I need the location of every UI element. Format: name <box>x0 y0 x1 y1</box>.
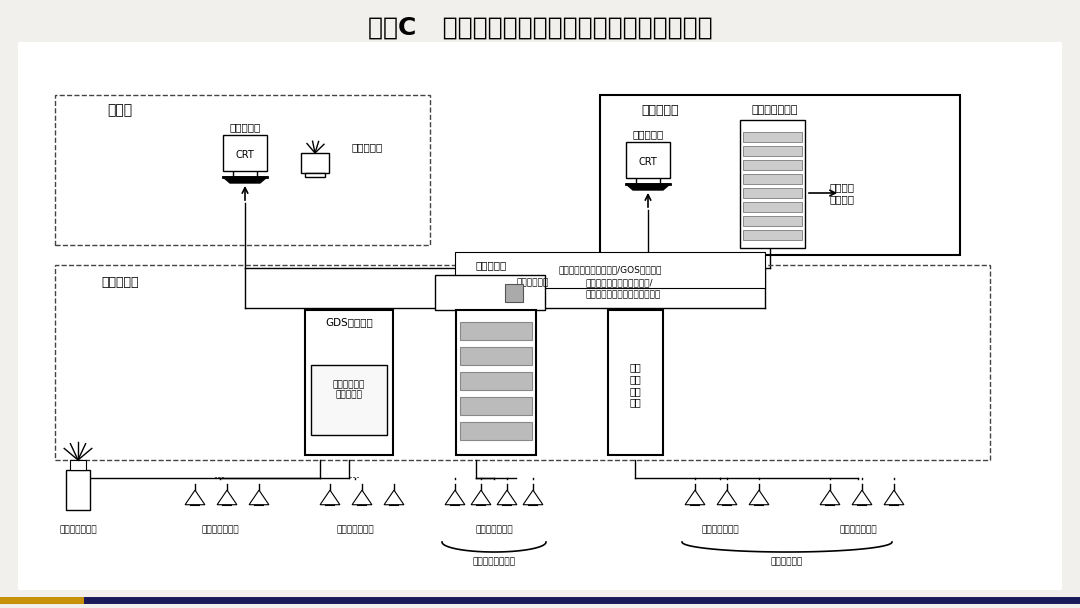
Bar <box>743 202 802 212</box>
Text: 安全
仪表
系统
机柜: 安全 仪表 系统 机柜 <box>630 362 640 407</box>
Bar <box>743 230 802 240</box>
Bar <box>626 142 670 178</box>
Text: 有毒气体探测器: 有毒气体探测器 <box>839 525 877 534</box>
Bar <box>743 174 802 184</box>
Bar <box>608 310 663 455</box>
Bar <box>301 153 329 173</box>
Polygon shape <box>222 177 267 183</box>
Bar <box>460 347 532 365</box>
Polygon shape <box>320 490 340 505</box>
Bar <box>743 216 802 226</box>
Text: 程控交换机: 程控交换机 <box>475 260 507 270</box>
Text: 显示操作站: 显示操作站 <box>633 129 663 139</box>
Polygon shape <box>523 490 543 505</box>
Polygon shape <box>249 490 269 505</box>
Bar <box>460 422 532 440</box>
Text: 安全联锁信号: 安全联锁信号 <box>771 558 804 567</box>
Polygon shape <box>685 490 705 505</box>
Text: 可燃气体探测器: 可燃气体探测器 <box>475 525 513 534</box>
Text: 现场机柜室: 现场机柜室 <box>102 277 138 289</box>
Text: 可燃气体探测器: 可燃气体探测器 <box>701 525 739 534</box>
Polygon shape <box>626 184 670 190</box>
Bar <box>435 275 545 310</box>
Text: CRT: CRT <box>638 157 658 167</box>
Bar <box>455 252 765 288</box>
Text: 专用可燃气体报警控制故障信号: 专用可燃气体报警控制故障信号 <box>585 291 660 300</box>
Polygon shape <box>185 490 205 505</box>
Bar <box>460 322 532 340</box>
Polygon shape <box>352 490 372 505</box>
Polygon shape <box>820 490 840 505</box>
Text: 可燃气体第二级报警信号/GOS报警控制: 可燃气体第二级报警信号/GOS报警控制 <box>558 266 662 274</box>
Bar <box>600 95 960 255</box>
Bar <box>460 372 532 390</box>
Text: 消防控制室: 消防控制室 <box>642 103 678 117</box>
Bar <box>70 460 86 470</box>
Text: 现场区域警报器: 现场区域警报器 <box>59 525 97 534</box>
Bar <box>743 146 802 156</box>
Polygon shape <box>445 490 464 505</box>
Text: 显示操作站: 显示操作站 <box>229 122 260 132</box>
Bar <box>311 365 387 435</box>
Bar <box>222 135 267 171</box>
Text: 控制室: 控制室 <box>107 103 133 117</box>
Polygon shape <box>471 490 491 505</box>
Polygon shape <box>852 490 872 505</box>
Bar <box>305 173 325 177</box>
Polygon shape <box>384 490 404 505</box>
Text: GDS系统机柜: GDS系统机柜 <box>325 317 373 327</box>
Text: ...: ... <box>349 469 361 482</box>
Text: 消防联动
控制信号: 消防联动 控制信号 <box>831 182 855 204</box>
Text: 附录C   可燃气体和有毒气体检测报警系统配置图: 附录C 可燃气体和有毒气体检测报警系统配置图 <box>367 16 713 40</box>
Bar <box>740 120 805 248</box>
Text: ...: ... <box>214 469 226 482</box>
Polygon shape <box>885 490 904 505</box>
Bar <box>743 132 802 142</box>
Bar <box>456 310 536 455</box>
Bar <box>743 160 802 170</box>
Text: 专用可燃气体
报警控制器: 专用可燃气体 报警控制器 <box>333 380 365 399</box>
Text: CRT: CRT <box>235 150 255 160</box>
Text: 声光警报器: 声光警报器 <box>351 142 382 152</box>
Text: 单元故障信号: 单元故障信号 <box>517 278 549 288</box>
Text: 可燃气体探测器: 可燃气体探测器 <box>201 525 239 534</box>
Text: 可燃气体消防联动报警信号/: 可燃气体消防联动报警信号/ <box>585 278 652 288</box>
Bar <box>505 284 523 302</box>
Bar <box>305 310 393 455</box>
Bar <box>743 188 802 198</box>
Text: 有毒气体探测器: 有毒气体探测器 <box>336 525 374 534</box>
Text: 消防联动报警信号: 消防联动报警信号 <box>473 558 515 567</box>
Bar <box>66 470 90 510</box>
Text: 火灾报警控制器: 火灾报警控制器 <box>752 105 798 115</box>
Bar <box>55 265 990 460</box>
Polygon shape <box>750 490 769 505</box>
Polygon shape <box>497 490 517 505</box>
Bar <box>55 95 430 245</box>
Bar <box>460 397 532 415</box>
Polygon shape <box>717 490 737 505</box>
Polygon shape <box>217 490 237 505</box>
